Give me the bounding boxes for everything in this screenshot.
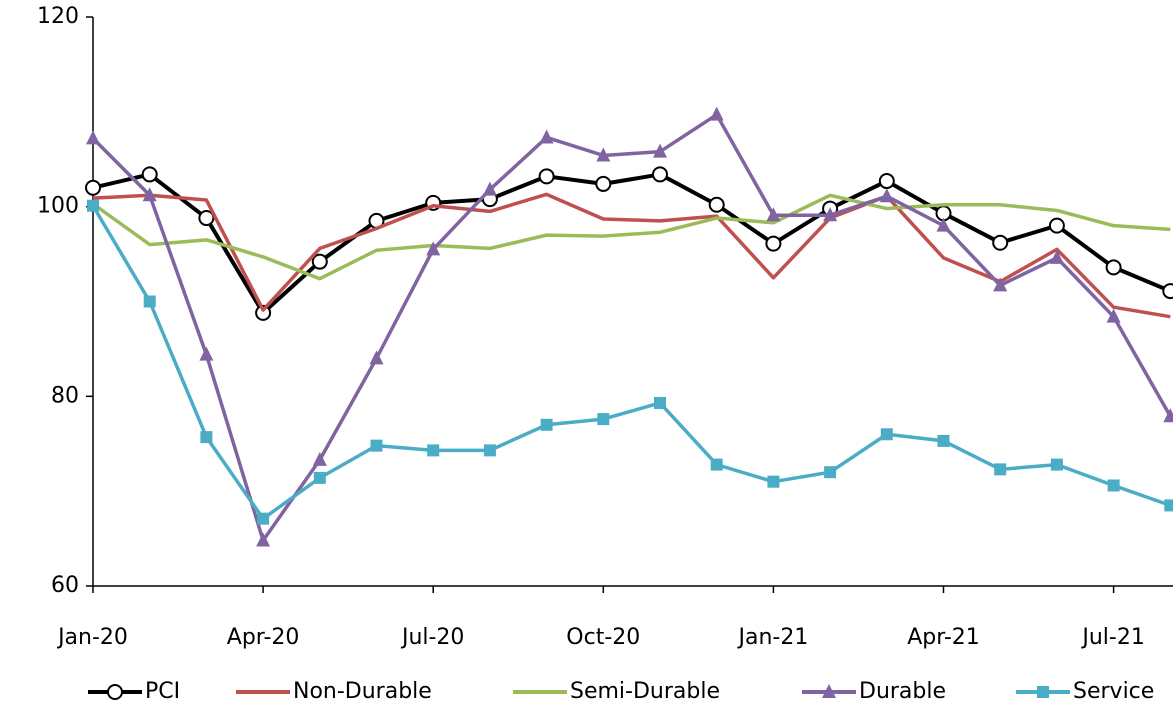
- point-marker: [1048, 217, 1065, 234]
- point-marker: [256, 532, 271, 547]
- point-marker: [257, 512, 270, 525]
- point-marker: [312, 451, 327, 466]
- point-marker: [87, 199, 99, 212]
- point-marker: [199, 346, 214, 361]
- series-line: [91, 112, 1172, 543]
- point-marker: [539, 129, 554, 144]
- point-marker: [370, 439, 383, 452]
- point-marker: [143, 295, 156, 308]
- point-marker: [200, 431, 213, 444]
- point-marker: [426, 241, 441, 256]
- point-marker: [427, 444, 440, 457]
- legend-label: Semi-Durable: [570, 679, 720, 704]
- x-tick-label: Jan-21: [736, 625, 808, 650]
- series-line: [91, 204, 1171, 521]
- point-marker: [994, 463, 1007, 476]
- point-marker: [766, 207, 781, 222]
- point-marker: [653, 143, 667, 158]
- point-marker: [937, 434, 950, 447]
- point-marker: [538, 168, 555, 185]
- series-line: [92, 172, 1172, 315]
- legend-label: Non-Durable: [293, 679, 432, 704]
- point-marker: [879, 188, 894, 203]
- point-marker: [483, 444, 496, 457]
- point-marker: [1163, 408, 1173, 423]
- point-marker: [142, 187, 157, 202]
- point-marker: [992, 234, 1009, 251]
- legend-label: Durable: [859, 679, 946, 704]
- point-marker: [1107, 479, 1120, 492]
- point-marker: [824, 466, 837, 479]
- point-marker: [936, 217, 951, 232]
- point-marker: [1049, 249, 1064, 264]
- point-marker: [993, 277, 1008, 292]
- point-marker: [198, 210, 215, 227]
- y-tick-label: 100: [37, 194, 79, 219]
- point-marker: [878, 173, 895, 190]
- legend-marker: [822, 684, 836, 698]
- point-marker: [1164, 499, 1173, 512]
- point-marker: [708, 196, 725, 213]
- legend-label: PCI: [145, 679, 180, 704]
- point-marker: [313, 471, 326, 484]
- point-marker: [482, 181, 497, 196]
- legend-marker: [107, 684, 123, 700]
- point-marker: [255, 304, 272, 321]
- point-marker: [141, 166, 158, 183]
- point-marker: [1105, 259, 1122, 276]
- point-marker: [765, 235, 782, 252]
- point-marker: [597, 413, 610, 426]
- series-line: [91, 193, 1171, 281]
- point-marker: [709, 106, 724, 121]
- legend-label: Service: [1073, 679, 1154, 704]
- y-tick-label: 60: [51, 573, 79, 598]
- point-marker: [595, 175, 612, 192]
- point-marker: [767, 475, 780, 488]
- point-marker: [369, 350, 384, 365]
- x-tick-label: Jan-20: [56, 625, 128, 650]
- x-tick-label: Apr-20: [227, 625, 300, 650]
- point-marker: [880, 428, 893, 441]
- point-marker: [1162, 283, 1173, 300]
- x-tick-label: Jul-21: [1080, 625, 1144, 650]
- point-marker: [654, 396, 666, 409]
- point-marker: [1050, 458, 1063, 471]
- x-tick-label: Oct-20: [566, 625, 640, 650]
- y-tick-label: 120: [37, 4, 79, 29]
- y-tick-label: 80: [51, 383, 79, 408]
- point-marker: [1106, 308, 1121, 323]
- point-marker: [540, 418, 553, 431]
- point-marker: [652, 166, 668, 183]
- point-marker: [85, 179, 101, 196]
- point-marker: [823, 207, 838, 222]
- point-marker: [596, 147, 611, 162]
- point-marker: [86, 130, 100, 145]
- legend-marker: [1037, 686, 1049, 698]
- x-tick-label: Jul-20: [400, 625, 464, 650]
- x-tick-label: Apr-21: [907, 625, 980, 650]
- point-marker: [311, 253, 328, 270]
- point-marker: [710, 458, 723, 471]
